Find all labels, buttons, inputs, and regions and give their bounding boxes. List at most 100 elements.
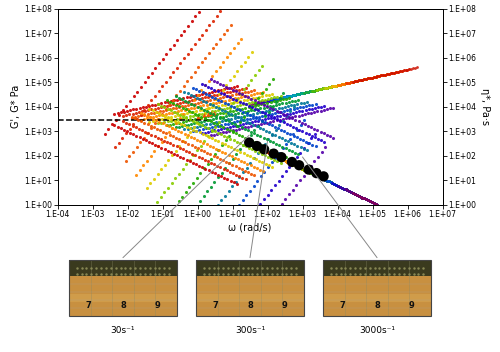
Point (338, 81, 346, 87)
Point (326, 180, 334, 185)
Point (388, 70, 396, 76)
Point (386, 208, 394, 214)
Point (351, 191, 359, 197)
Point (195, 253, 203, 259)
Point (351, 191, 359, 197)
Point (236, 91, 244, 97)
Point (218, 122, 226, 128)
Point (264, 220, 272, 225)
Point (324, 84, 332, 90)
Point (300, 167, 308, 173)
Point (338, 185, 346, 190)
Point (330, 181, 338, 187)
Point (282, 100, 290, 106)
Point (294, 91, 302, 97)
Point (328, 181, 336, 186)
Point (210, 132, 218, 137)
Point (317, 86, 325, 92)
Point (384, 71, 392, 77)
Point (210, 108, 218, 114)
Point (347, 189, 355, 195)
Point (253, 165, 261, 171)
Point (234, 156, 242, 162)
Point (316, 108, 324, 113)
Point (316, 87, 324, 92)
Point (306, 89, 314, 94)
Point (302, 89, 310, 95)
Point (324, 178, 332, 184)
Point (323, 85, 331, 90)
Point (300, 167, 308, 173)
Point (200, 149, 208, 154)
Point (292, 109, 300, 115)
Bar (196, 260, 304, 316)
Point (353, 78, 361, 84)
Point (274, 155, 282, 160)
Point (328, 181, 336, 186)
Point (314, 87, 322, 93)
Point (321, 85, 329, 91)
Point (192, 93, 200, 98)
Point (158, 56, 166, 62)
Point (353, 192, 361, 198)
Point (303, 168, 311, 174)
Point (200, 107, 208, 112)
Point (220, 126, 228, 131)
Point (180, 115, 188, 121)
Point (205, 105, 213, 111)
Point (180, 89, 188, 95)
Point (302, 139, 310, 144)
Point (300, 167, 308, 173)
Point (334, 183, 342, 189)
Point (244, 104, 252, 110)
Point (172, 125, 179, 130)
Y-axis label: η*, Pa·s: η*, Pa·s (480, 88, 490, 125)
Point (199, 221, 207, 227)
Point (346, 80, 354, 86)
Point (176, 100, 184, 106)
Point (306, 89, 314, 94)
Point (242, 97, 250, 102)
Point (270, 107, 278, 112)
Point (153, 109, 161, 115)
Point (173, 152, 181, 158)
Point (186, 158, 194, 164)
Point (115, 112, 123, 118)
Point (286, 160, 294, 165)
Point (330, 83, 338, 89)
Point (188, 113, 196, 119)
Point (344, 80, 351, 86)
Point (298, 90, 306, 96)
Point (189, 93, 197, 99)
Point (270, 210, 278, 216)
Point (372, 74, 380, 80)
Point (180, 111, 188, 117)
Point (231, 96, 239, 101)
Point (293, 92, 301, 97)
Point (157, 104, 165, 110)
Point (353, 192, 361, 198)
Point (364, 197, 372, 203)
Point (336, 184, 344, 190)
Point (220, 90, 228, 96)
Point (310, 88, 318, 93)
Point (236, 140, 244, 146)
Point (204, 94, 212, 99)
Point (356, 194, 364, 200)
Point (396, 68, 404, 74)
Point (204, 150, 212, 156)
Point (298, 166, 306, 172)
Point (330, 181, 338, 187)
Point (381, 206, 389, 211)
Point (264, 98, 272, 103)
Point (223, 89, 231, 95)
Point (132, 172, 140, 177)
Point (205, 134, 213, 140)
Point (209, 144, 217, 150)
Point (116, 109, 124, 115)
Point (358, 77, 366, 82)
Point (168, 110, 176, 115)
Point (228, 156, 236, 162)
Point (294, 152, 302, 157)
Point (251, 72, 259, 78)
